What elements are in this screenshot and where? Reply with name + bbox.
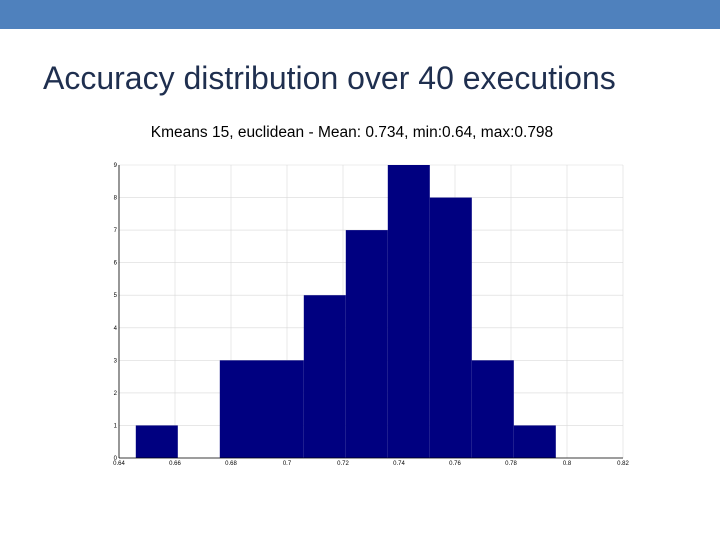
y-tick-label: 8 <box>114 196 118 202</box>
histogram-bar <box>345 230 388 458</box>
x-tick-label: 0.8 <box>563 461 572 467</box>
y-tick-label: 2 <box>114 391 118 397</box>
x-tick-label: 0.64 <box>113 461 125 467</box>
histogram-bar <box>387 165 430 458</box>
x-tick-label: 0.7 <box>283 461 292 467</box>
y-tick-label: 9 <box>114 163 118 169</box>
histogram-bar <box>429 197 472 459</box>
histogram-bar <box>513 425 556 458</box>
y-tick-label: 5 <box>114 293 118 299</box>
x-axis-ticks: 0.64 0.66 0.68 0.7 0.72 0.74 0.76 0.78 0.8 0.82 <box>113 461 629 467</box>
x-tick-label: 0.74 <box>393 461 405 467</box>
y-tick-label: 7 <box>114 228 118 234</box>
histogram-bar <box>219 360 304 458</box>
x-tick-label: 0.76 <box>449 461 461 467</box>
x-tick-label: 0.68 <box>225 461 237 467</box>
histogram-bar <box>471 360 514 458</box>
x-tick-label: 0.66 <box>169 461 181 467</box>
x-tick-label: 0.72 <box>337 461 349 467</box>
histogram-bars <box>135 165 556 459</box>
y-tick-label: 6 <box>114 261 118 267</box>
x-tick-label: 0.78 <box>505 461 517 467</box>
histogram-bar <box>135 425 178 458</box>
y-tick-label: 4 <box>114 326 118 332</box>
axes <box>118 165 623 459</box>
y-axis-ticks: 0 1 2 3 4 5 6 7 8 9 <box>114 163 118 462</box>
slide-title: Accuracy distribution over 40 executions <box>43 60 616 96</box>
y-tick-label: 0 <box>114 456 118 462</box>
chart-title: Kmeans 15, euclidean - Mean: 0.734, min:… <box>151 124 553 141</box>
x-tick-label: 0.82 <box>617 461 629 467</box>
header-band <box>0 0 720 29</box>
y-tick-label: 1 <box>114 423 118 429</box>
histogram-bar <box>303 295 346 458</box>
y-tick-label: 3 <box>114 358 118 364</box>
